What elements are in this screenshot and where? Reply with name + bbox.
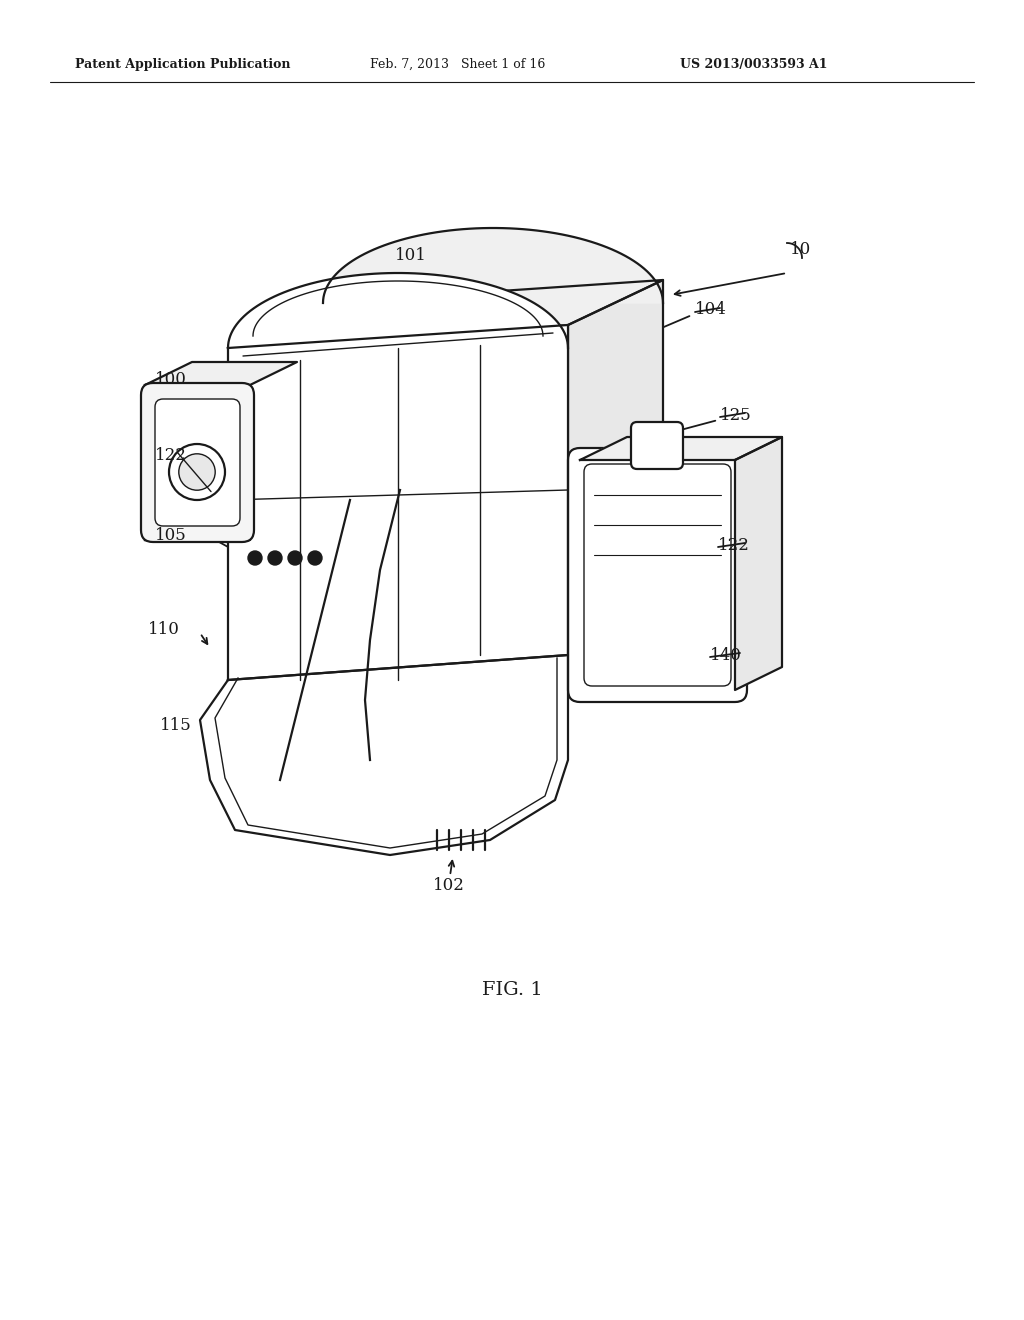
Text: 10: 10 bbox=[790, 242, 811, 259]
FancyBboxPatch shape bbox=[584, 465, 731, 686]
Circle shape bbox=[169, 444, 225, 500]
Text: Patent Application Publication: Patent Application Publication bbox=[75, 58, 291, 71]
Text: 115: 115 bbox=[160, 717, 191, 734]
Text: FIG. 1: FIG. 1 bbox=[481, 981, 543, 999]
Polygon shape bbox=[323, 228, 663, 304]
Text: 104: 104 bbox=[695, 301, 727, 318]
FancyBboxPatch shape bbox=[568, 447, 746, 702]
FancyBboxPatch shape bbox=[155, 399, 240, 525]
Text: 122: 122 bbox=[718, 536, 750, 553]
Circle shape bbox=[179, 454, 215, 490]
Text: 140: 140 bbox=[710, 647, 741, 664]
Circle shape bbox=[268, 550, 282, 565]
FancyBboxPatch shape bbox=[631, 422, 683, 469]
Text: Feb. 7, 2013   Sheet 1 of 16: Feb. 7, 2013 Sheet 1 of 16 bbox=[370, 58, 546, 71]
Text: 102: 102 bbox=[433, 876, 465, 894]
Polygon shape bbox=[228, 280, 663, 348]
Circle shape bbox=[248, 550, 262, 565]
Text: 122: 122 bbox=[155, 446, 186, 463]
Polygon shape bbox=[228, 273, 568, 348]
Circle shape bbox=[308, 550, 322, 565]
Text: 101: 101 bbox=[395, 247, 427, 264]
Text: 100: 100 bbox=[155, 371, 186, 388]
Polygon shape bbox=[228, 325, 568, 680]
Text: 105: 105 bbox=[155, 527, 186, 544]
Text: 125: 125 bbox=[720, 407, 752, 424]
Circle shape bbox=[288, 550, 302, 565]
Polygon shape bbox=[200, 655, 568, 855]
Polygon shape bbox=[145, 385, 250, 540]
Polygon shape bbox=[568, 280, 663, 655]
Polygon shape bbox=[145, 362, 297, 385]
Text: US 2013/0033593 A1: US 2013/0033593 A1 bbox=[680, 58, 827, 71]
FancyBboxPatch shape bbox=[141, 383, 254, 543]
Polygon shape bbox=[735, 437, 782, 690]
Text: 110: 110 bbox=[148, 622, 180, 639]
Polygon shape bbox=[580, 437, 782, 459]
